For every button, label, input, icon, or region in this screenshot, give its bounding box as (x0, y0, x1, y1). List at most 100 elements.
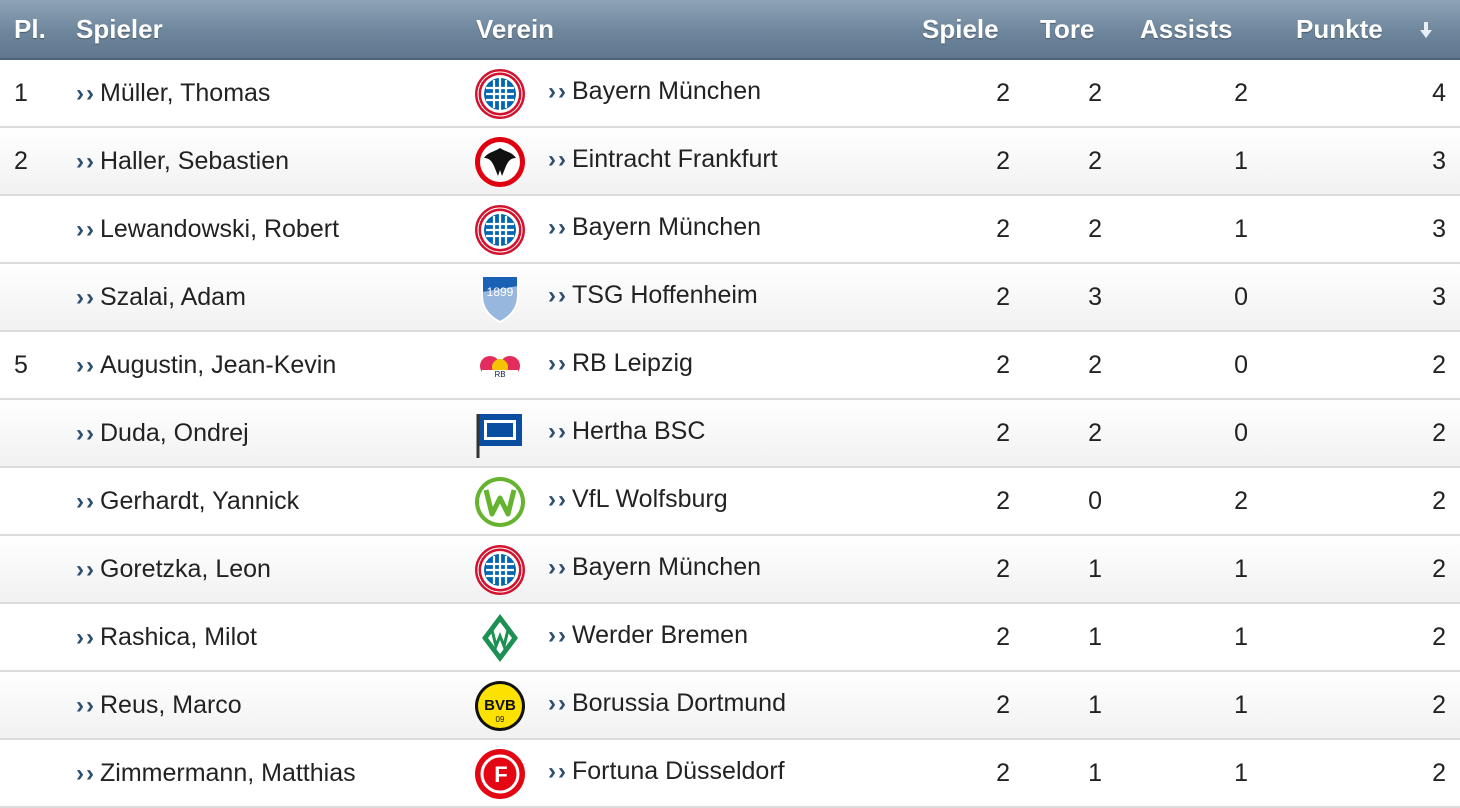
double-chevron-right-icon: › (86, 760, 94, 787)
club-name[interactable]: Borussia Dortmund (572, 689, 786, 717)
double-chevron-right-icon: › (548, 690, 556, 717)
player-link[interactable]: › › Szalai, Adam (76, 264, 246, 331)
header-pl[interactable]: Pl. (14, 14, 46, 44)
double-chevron-right-icon: › (86, 420, 94, 447)
assists-cell: 1 (1234, 623, 1248, 651)
points-cell: 3 (1432, 215, 1446, 243)
sort-down-arrow-icon[interactable] (1419, 21, 1433, 39)
club-name[interactable]: Bayern München (572, 77, 762, 105)
player-name[interactable]: Duda, Ondrej (100, 419, 249, 447)
double-chevron-right-icon: › (558, 350, 566, 377)
club-link[interactable]: › › Eintracht Frankfurt (548, 128, 778, 191)
club-link[interactable]: › › TSG Hoffenheim (548, 264, 758, 327)
points-cell: 2 (1432, 555, 1446, 583)
games-cell: 2 (996, 215, 1010, 243)
bayern-logo-icon[interactable] (474, 544, 526, 596)
assists-cell: 2 (1234, 487, 1248, 515)
svg-text:1899: 1899 (487, 285, 514, 299)
club-link[interactable]: › › Bayern München (548, 196, 761, 259)
games-cell: 2 (996, 351, 1010, 379)
header-spieler[interactable]: Spieler (76, 14, 163, 44)
club-name[interactable]: TSG Hoffenheim (572, 281, 758, 309)
header-verein[interactable]: Verein (476, 14, 555, 44)
club-link[interactable]: › › Hertha BSC (548, 400, 705, 463)
table-row: 5 › › Augustin, Jean-Kevin RB › › RB Leipzig 2 2 0… (0, 332, 1460, 400)
header-spiele[interactable]: Spiele (922, 14, 999, 44)
points-cell: 2 (1432, 623, 1446, 651)
assists-cell: 1 (1234, 147, 1248, 175)
table-row: 1 › › Müller, Thomas › › Bayern München 2 2 2 4 (0, 60, 1460, 128)
club-link[interactable]: › › Fortuna Düsseldorf (548, 740, 785, 803)
club-link[interactable]: › › RB Leipzig (548, 332, 693, 395)
assists-cell: 1 (1234, 555, 1248, 583)
svg-text:F: F (494, 762, 507, 787)
assists-cell: 0 (1234, 283, 1248, 311)
club-name[interactable]: Hertha BSC (572, 417, 706, 445)
double-chevron-right-icon: › (548, 622, 556, 649)
points-cell: 4 (1432, 79, 1446, 107)
games-cell: 2 (996, 79, 1010, 107)
club-link[interactable]: › › Bayern München (548, 60, 761, 123)
club-name[interactable]: Fortuna Düsseldorf (572, 757, 785, 785)
player-link[interactable]: › › Augustin, Jean-Kevin (76, 332, 336, 399)
player-name[interactable]: Reus, Marco (100, 691, 242, 719)
header-assists[interactable]: Assists (1140, 14, 1233, 44)
player-link[interactable]: › › Haller, Sebastien (76, 128, 289, 195)
player-name[interactable]: Lewandowski, Robert (100, 215, 340, 243)
player-name[interactable]: Szalai, Adam (100, 283, 246, 311)
club-name[interactable]: Werder Bremen (572, 621, 748, 649)
double-chevron-right-icon: › (76, 692, 84, 719)
goals-cell: 2 (1088, 147, 1102, 175)
table-row: › › Gerhardt, Yannick › › VfL Wolfsburg 2 0 2 2 (0, 468, 1460, 536)
double-chevron-right-icon: › (548, 758, 556, 785)
games-cell: 2 (996, 555, 1010, 583)
duesseldorf-logo-icon[interactable]: F (474, 748, 526, 800)
club-name[interactable]: Bayern München (572, 213, 762, 241)
player-link[interactable]: › › Müller, Thomas (76, 60, 270, 127)
club-name[interactable]: Eintracht Frankfurt (572, 145, 778, 173)
club-link[interactable]: › › Bayern München (548, 536, 761, 599)
player-name[interactable]: Goretzka, Leon (100, 555, 271, 583)
bayern-logo-icon[interactable] (474, 68, 526, 120)
club-link[interactable]: › › Werder Bremen (548, 604, 748, 667)
club-name[interactable]: VfL Wolfsburg (572, 485, 728, 513)
svg-text:BVB: BVB (484, 697, 516, 714)
double-chevron-right-icon: › (558, 78, 566, 105)
frankfurt-logo-icon[interactable] (474, 136, 526, 188)
club-link[interactable]: › › VfL Wolfsburg (548, 468, 728, 531)
player-name[interactable]: Müller, Thomas (100, 79, 271, 107)
club-name[interactable]: Bayern München (572, 553, 762, 581)
points-cell: 2 (1432, 487, 1446, 515)
player-link[interactable]: › › Gerhardt, Yannick (76, 468, 299, 535)
points-cell: 3 (1432, 147, 1446, 175)
wolfsburg-logo-icon[interactable] (474, 476, 526, 528)
bremen-logo-icon[interactable] (474, 612, 526, 664)
player-link[interactable]: › › Lewandowski, Robert (76, 196, 339, 263)
player-name[interactable]: Rashica, Milot (100, 623, 257, 651)
player-name[interactable]: Haller, Sebastien (100, 147, 290, 175)
player-link[interactable]: › › Zimmermann, Matthias (76, 740, 356, 807)
player-name[interactable]: Gerhardt, Yannick (100, 487, 300, 515)
leipzig-logo-icon[interactable]: RB (474, 340, 526, 392)
hertha-logo-icon[interactable] (474, 408, 526, 460)
header-punkte[interactable]: Punkte (1296, 14, 1383, 44)
goals-cell: 1 (1088, 623, 1102, 651)
table-row: › › Szalai, Adam 1899 › › TSG Hoffenheim 2 3 0 3 (0, 264, 1460, 332)
double-chevron-right-icon: › (558, 554, 566, 581)
player-name[interactable]: Augustin, Jean-Kevin (100, 351, 337, 379)
player-link[interactable]: › › Rashica, Milot (76, 604, 257, 671)
player-name[interactable]: Zimmermann, Matthias (100, 759, 356, 787)
rank-cell: 1 (14, 79, 28, 107)
double-chevron-right-icon: › (76, 148, 84, 175)
hoffenheim-logo-icon[interactable]: 1899 (474, 272, 526, 324)
header-tore[interactable]: Tore (1040, 14, 1095, 44)
player-link[interactable]: › › Reus, Marco (76, 672, 242, 739)
player-link[interactable]: › › Duda, Ondrej (76, 400, 249, 467)
club-link[interactable]: › › Borussia Dortmund (548, 672, 786, 735)
double-chevron-right-icon: › (548, 418, 556, 445)
player-link[interactable]: › › Goretzka, Leon (76, 536, 271, 603)
bayern-logo-icon[interactable] (474, 204, 526, 256)
club-name[interactable]: RB Leipzig (572, 349, 693, 377)
